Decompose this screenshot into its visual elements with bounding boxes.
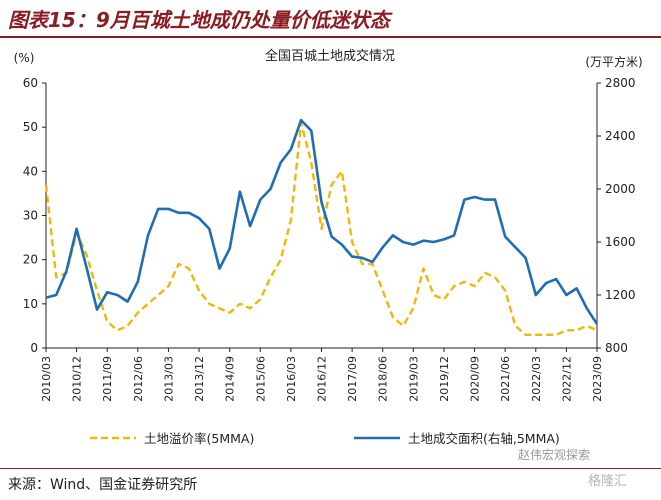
source-note: 来源：Wind、国金证券研究所	[8, 477, 198, 493]
x-tick-label: 2014/09	[224, 356, 237, 402]
series-layer	[44, 118, 599, 336]
series-line-1	[44, 121, 598, 336]
right-tick-label: 1200	[605, 288, 636, 302]
figure-title: 图表15：9月百城土地成仍处量价低迷状态	[8, 8, 390, 32]
figure-header: 图表15：9月百城土地成仍处量价低迷状态	[0, 0, 661, 38]
left-axis-unit: (%)	[14, 51, 35, 65]
left-tick-label: 30	[23, 209, 38, 223]
x-tick-label: 2022/03	[530, 356, 543, 402]
x-tick-label: 2013/12	[193, 356, 206, 402]
legend-label-1: 土地溢价率(5MMA)	[144, 431, 254, 446]
watermark-text: 赵伟宏观探索	[518, 448, 591, 462]
right-tick-label: 1600	[605, 235, 636, 249]
x-tick-label: 2018/06	[377, 356, 390, 402]
left-tick-label: 20	[23, 253, 38, 267]
right-tick-label: 2000	[605, 182, 636, 196]
x-tick-label: 2013/03	[162, 356, 175, 402]
land-transaction-chart: 全国百城土地成交情况 (%) (万平方米) 0 10 20 30 40 50 60 800 12…	[14, 48, 643, 446]
left-tick-label: 60	[23, 76, 38, 90]
x-tick-label: 2012/06	[132, 356, 145, 402]
x-tick-label: 2022/12	[560, 356, 573, 402]
left-tick-label: 50	[23, 120, 38, 134]
x-tick-label: 2019/03	[407, 356, 420, 402]
right-axis-unit: (万平方米)	[585, 54, 642, 69]
x-tick-label: 2010/12	[71, 356, 84, 402]
title-rule	[0, 36, 661, 38]
right-tick-label: 2800	[605, 76, 636, 90]
left-tick-label: 40	[23, 164, 38, 178]
axes: 0 10 20 30 40 50 60 800 1200 1600 2000 2400 2800 2010…	[23, 76, 636, 402]
series-line-2	[45, 118, 599, 325]
chart-title: 全国百城土地成交情况	[265, 48, 395, 64]
x-tick-label: 2010/03	[40, 356, 53, 402]
x-tick-label: 2017/09	[346, 356, 359, 402]
x-tick-label: 2020/09	[469, 356, 482, 402]
x-tick-label: 2016/03	[285, 356, 298, 402]
left-tick-label: 10	[23, 297, 38, 311]
x-tick-label: 2015/06	[254, 356, 267, 402]
watermark-text-2: 格隆汇	[588, 474, 628, 489]
legend-label-2: 土地成交面积(右轴,5MMA)	[408, 431, 560, 446]
source-rule	[0, 468, 661, 469]
x-tick-label: 2021/06	[499, 356, 512, 402]
x-tick-label: 2016/12	[316, 356, 329, 402]
left-tick-label: 0	[30, 341, 38, 355]
legend: 土地溢价率(5MMA) 土地成交面积(右轴,5MMA)	[90, 431, 560, 446]
right-tick-label: 800	[605, 341, 628, 355]
x-tick-label: 2011/09	[101, 356, 114, 402]
x-tick-label: 2019/12	[438, 356, 451, 402]
x-tick-label: 2023/09	[591, 356, 604, 402]
right-tick-label: 2400	[605, 129, 636, 143]
